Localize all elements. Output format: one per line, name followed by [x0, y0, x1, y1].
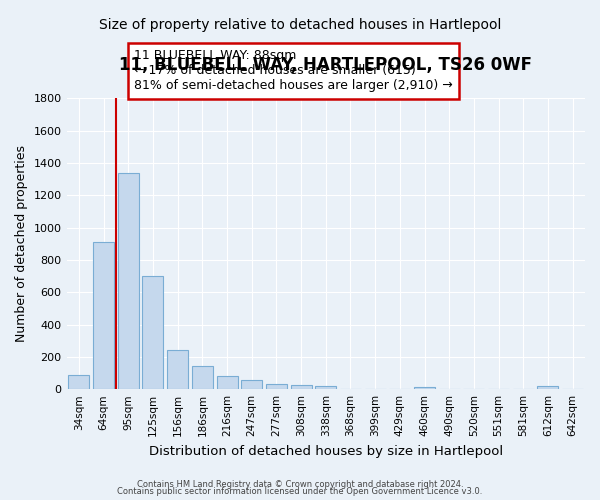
X-axis label: Distribution of detached houses by size in Hartlepool: Distribution of detached houses by size … — [149, 444, 503, 458]
Text: Contains public sector information licensed under the Open Government Licence v3: Contains public sector information licen… — [118, 487, 482, 496]
Bar — [93, 242, 114, 389]
Bar — [538, 386, 559, 389]
Bar — [290, 385, 311, 389]
Bar — [167, 350, 188, 389]
Bar — [118, 172, 139, 389]
Bar — [142, 276, 163, 389]
Title: 11, BLUEBELL WAY, HARTLEPOOL, TS26 0WF: 11, BLUEBELL WAY, HARTLEPOOL, TS26 0WF — [119, 56, 532, 74]
Y-axis label: Number of detached properties: Number of detached properties — [15, 145, 28, 342]
Bar — [241, 380, 262, 389]
Text: Contains HM Land Registry data © Crown copyright and database right 2024.: Contains HM Land Registry data © Crown c… — [137, 480, 463, 489]
Bar — [266, 384, 287, 389]
Bar — [414, 387, 435, 389]
Text: Size of property relative to detached houses in Hartlepool: Size of property relative to detached ho… — [99, 18, 501, 32]
Bar — [192, 366, 213, 389]
Bar — [217, 376, 238, 389]
Text: 11 BLUEBELL WAY: 88sqm
← 17% of detached houses are smaller (615)
81% of semi-de: 11 BLUEBELL WAY: 88sqm ← 17% of detached… — [134, 50, 452, 92]
Bar — [315, 386, 336, 389]
Bar — [68, 374, 89, 389]
